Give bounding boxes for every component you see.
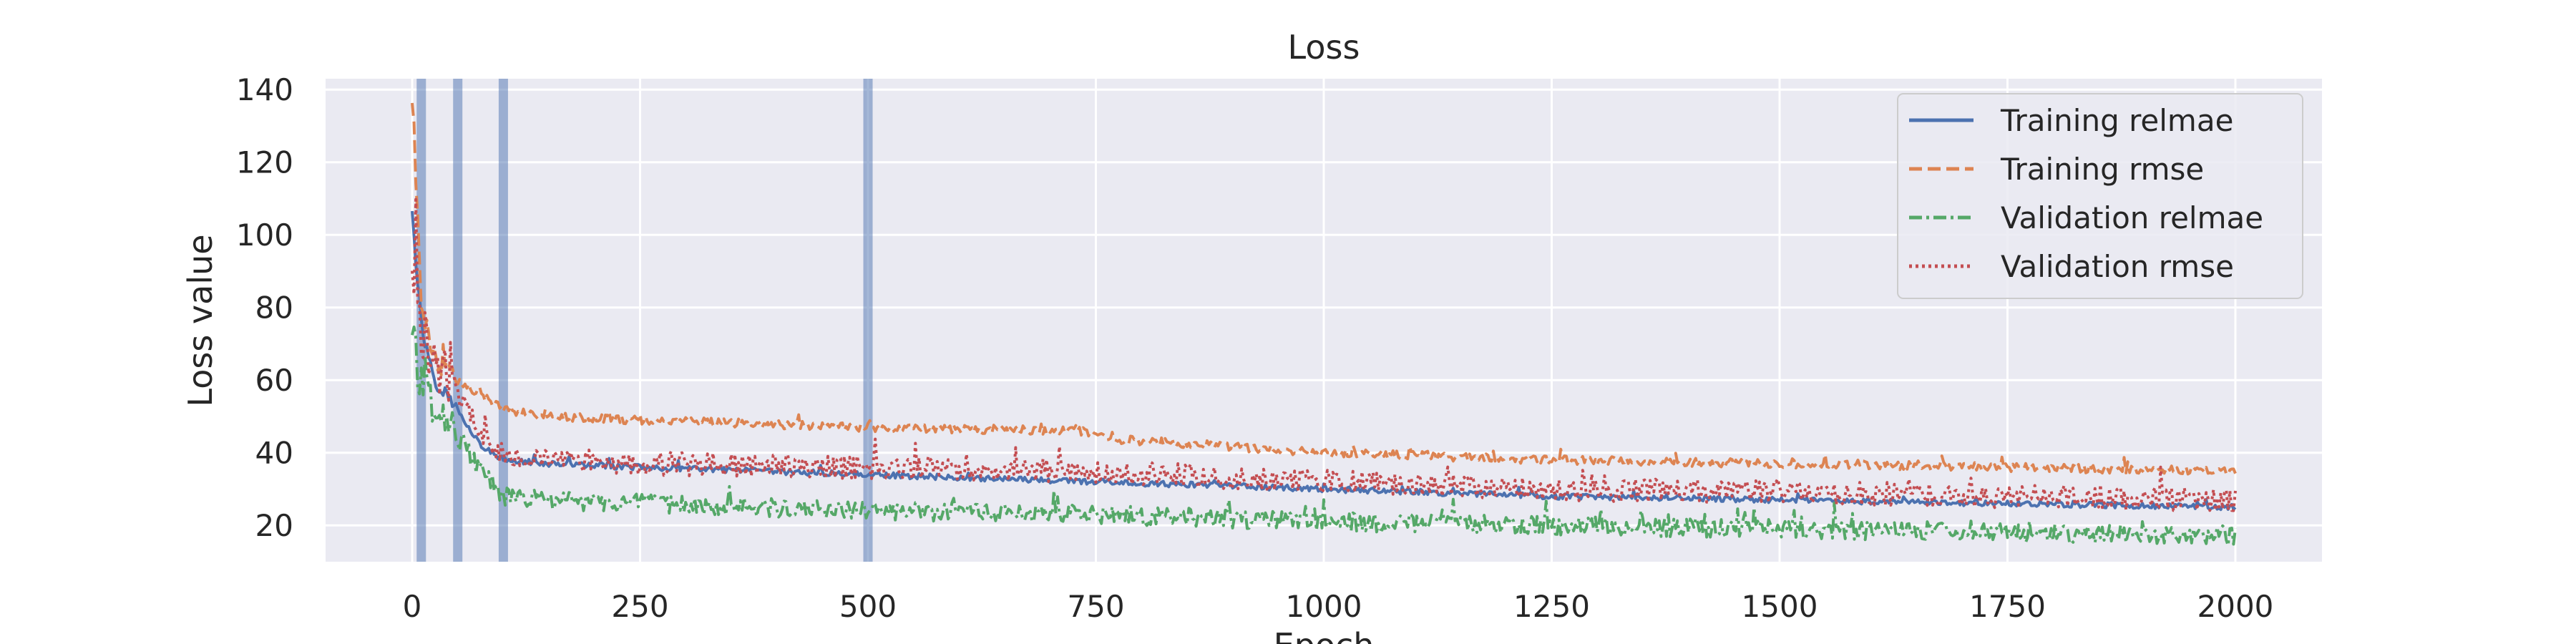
legend-label: Validation relmae — [2001, 200, 2263, 235]
y-tick-label: 80 — [255, 291, 293, 326]
series-line-1 — [411, 102, 2237, 477]
x-tick-label: 1500 — [1742, 589, 1818, 624]
x-axis-label: Epoch — [1274, 626, 1375, 644]
x-tick-label: 2000 — [2197, 589, 2274, 624]
y-tick-label: 120 — [236, 145, 293, 180]
x-tick-label: 750 — [1067, 589, 1124, 624]
x-tick-label: 0 — [403, 589, 422, 624]
y-tick-label: 20 — [255, 508, 293, 543]
x-tick-label: 500 — [839, 589, 897, 624]
y-tick-labels: 20 40 60 80 100 120 140 — [236, 72, 293, 543]
y-tick-label: 140 — [236, 72, 293, 107]
legend-items: Training relmae Training rmse Validation r… — [1909, 103, 2263, 284]
x-tick-label: 1250 — [1513, 589, 1590, 624]
legend-label: Training rmse — [2000, 152, 2204, 187]
chart-title: Loss — [1288, 28, 1360, 67]
series-line-3 — [411, 197, 2237, 512]
y-tick-label: 60 — [255, 363, 293, 398]
x-tick-label: 1000 — [1286, 589, 1362, 624]
y-tick-label: 100 — [236, 218, 293, 253]
legend-box — [1897, 93, 2303, 299]
x-tick-label: 250 — [611, 589, 668, 624]
series-lines — [411, 102, 2237, 547]
legend-label: Validation rmse — [2001, 249, 2234, 284]
y-tick-label: 40 — [255, 436, 293, 471]
x-tick-labels: 0 250 500 750 1000 1250 1500 1750 2000 — [403, 589, 2274, 624]
series-line-2 — [411, 326, 2237, 547]
y-axis-label: Loss value — [181, 234, 220, 406]
legend-label: Training relmae — [2000, 103, 2233, 138]
x-tick-label: 1750 — [1969, 589, 2046, 624]
legend: Training relmae Training rmse Validation r… — [1897, 93, 2303, 299]
